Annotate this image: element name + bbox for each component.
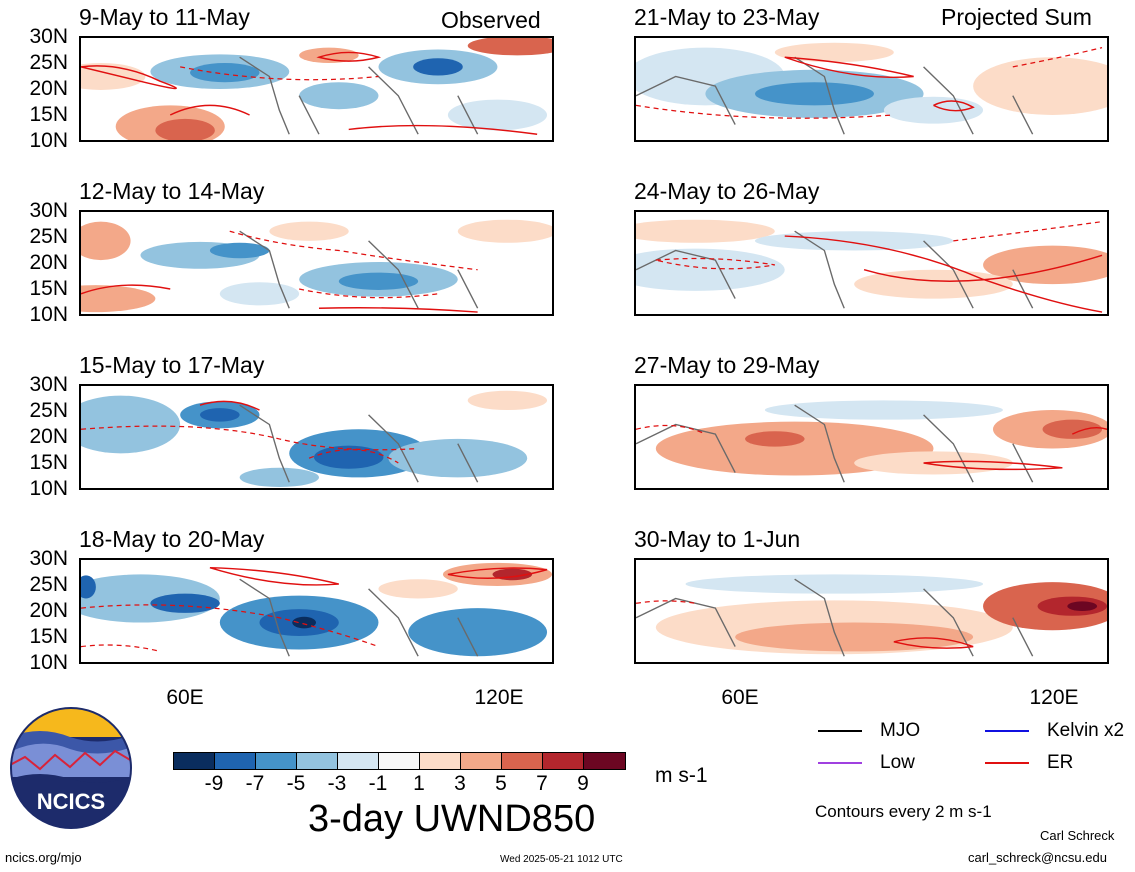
contour-note: Contours every 2 m s-1	[815, 802, 992, 821]
colorbar-tick: 9	[577, 772, 589, 795]
lon-tick: 60E	[721, 686, 759, 709]
legend-swatch-kelvin	[985, 730, 1029, 732]
legend-label: Low	[880, 752, 915, 773]
panel-title: 9-May to 11-May	[79, 4, 250, 30]
colorbar-cell	[501, 752, 543, 770]
colorbar-cell	[255, 752, 297, 770]
logo-text: NCICS	[37, 789, 105, 814]
legend-swatch-mjo	[818, 730, 862, 732]
lat-tick: 10N	[29, 303, 68, 326]
footer-url[interactable]: ncics.org/mjo	[5, 850, 82, 865]
lat-tick: 30N	[29, 373, 68, 396]
colorbar-tick: -9	[204, 772, 224, 795]
map-panel-obs-1	[79, 36, 554, 142]
lat-tick: 10N	[29, 651, 68, 674]
panel-label-observed: Observed	[441, 7, 541, 33]
map-panel-obs-4	[79, 558, 554, 664]
footer-author: Carl Schreck	[1040, 828, 1115, 843]
lon-tick: 120E	[474, 686, 524, 709]
colorbar-cell	[173, 752, 215, 770]
colorbar-cell	[337, 752, 379, 770]
legend-label: Kelvin x2	[1047, 720, 1125, 741]
lat-tick: 15N	[29, 103, 68, 126]
lat-tick: 25N	[29, 225, 68, 248]
colorbar-tick: -5	[286, 772, 306, 795]
lat-tick: 20N	[29, 77, 68, 100]
footer-email[interactable]: carl_schreck@ncsu.edu	[968, 850, 1107, 865]
panel-title: 21-May to 23-May	[634, 4, 820, 30]
lat-tick: 30N	[29, 199, 68, 222]
colorbar-tick: 7	[536, 772, 548, 795]
colorbar-cell	[542, 752, 584, 770]
lat-tick: 10N	[29, 129, 68, 152]
colorbar-cell	[378, 752, 420, 770]
panel-label-projected: Projected Sum	[941, 4, 1092, 30]
panel-title: 30-May to 1-Jun	[634, 526, 801, 552]
colorbar-tick: 5	[495, 772, 507, 795]
lat-tick: 25N	[29, 51, 68, 74]
lat-tick: 25N	[29, 399, 68, 422]
lat-tick: 10N	[29, 477, 68, 500]
colorbar-cell	[214, 752, 256, 770]
colorbar-tick: 1	[413, 772, 425, 795]
map-panel-obs-2	[79, 210, 554, 316]
panel-title: 27-May to 29-May	[634, 352, 820, 378]
lat-tick: 30N	[29, 25, 68, 48]
panel-title: 15-May to 17-May	[79, 352, 265, 378]
legend-swatch-low	[818, 762, 862, 764]
lon-tick: 60E	[166, 686, 204, 709]
colorbar-cell	[296, 752, 338, 770]
map-panel-proj-4	[634, 558, 1109, 664]
lat-tick: 15N	[29, 451, 68, 474]
panel-title: 18-May to 20-May	[79, 526, 265, 552]
footer-timestamp: Wed 2025-05-21 1012 UTC	[500, 854, 623, 865]
lat-tick: 20N	[29, 251, 68, 274]
lat-tick: 15N	[29, 277, 68, 300]
lat-tick: 20N	[29, 425, 68, 448]
colorbar-units: m s-1	[655, 764, 708, 787]
colorbar-tick: 3	[454, 772, 466, 795]
colorbar-cell	[583, 752, 626, 770]
map-panel-proj-1	[634, 36, 1109, 142]
colorbar-cell	[419, 752, 461, 770]
panel-title: 24-May to 26-May	[634, 178, 820, 204]
lat-tick: 15N	[29, 625, 68, 648]
legend-swatch-er	[985, 762, 1029, 764]
lat-tick: 30N	[29, 547, 68, 570]
map-panel-proj-2	[634, 210, 1109, 316]
colorbar-tick: -1	[368, 772, 388, 795]
ncics-logo: NCICS	[10, 707, 132, 829]
panel-title: 12-May to 14-May	[79, 178, 265, 204]
colorbar	[173, 752, 626, 770]
legend-label: MJO	[880, 720, 921, 741]
lat-tick: 25N	[29, 573, 68, 596]
lat-tick: 20N	[29, 599, 68, 622]
figure-title: 3-day UWND850	[308, 798, 596, 840]
lon-tick: 120E	[1029, 686, 1079, 709]
colorbar-tick: -7	[245, 772, 265, 795]
colorbar-cell	[460, 752, 502, 770]
legend-label: ER	[1047, 752, 1074, 773]
map-panel-proj-3	[634, 384, 1109, 490]
colorbar-tick: -3	[327, 772, 347, 795]
map-panel-obs-3	[79, 384, 554, 490]
